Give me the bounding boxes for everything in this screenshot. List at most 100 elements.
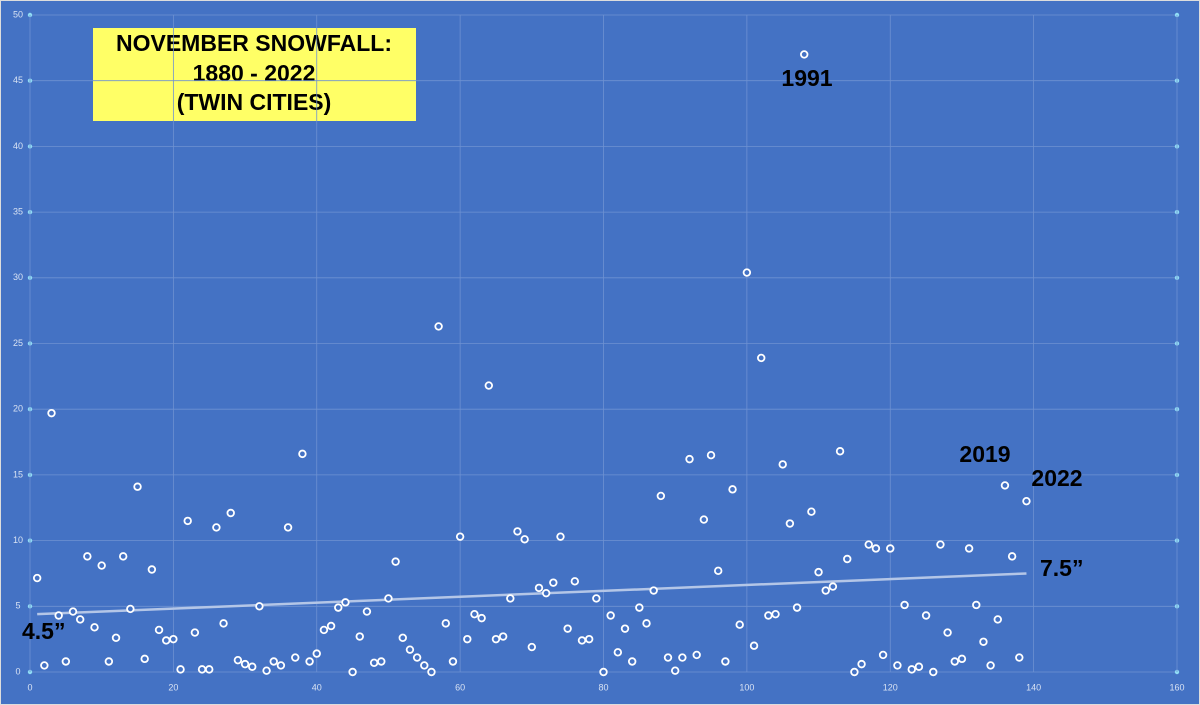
data-point — [384, 594, 393, 603]
data-point — [577, 636, 587, 645]
data-point — [957, 654, 967, 664]
data-point — [427, 667, 436, 677]
data-point — [412, 653, 422, 662]
data-point — [549, 578, 558, 587]
data-point — [470, 609, 479, 619]
chart-title: NOVEMBER SNOWFALL: — [116, 30, 392, 56]
x-tick-label: 0 — [27, 682, 32, 692]
data-point — [821, 586, 830, 595]
chart-title: 1880 - 2022 — [193, 60, 316, 86]
data-point — [627, 657, 637, 666]
data-point — [921, 611, 931, 620]
y-tick-label: 20 — [13, 404, 23, 414]
data-point — [649, 586, 658, 595]
data-point — [814, 567, 823, 577]
data-point — [111, 633, 121, 643]
data-point — [463, 634, 472, 644]
data-point — [248, 662, 257, 671]
data-point — [147, 565, 157, 574]
data-point — [520, 535, 529, 544]
annotation: 1991 — [781, 65, 832, 91]
data-point — [219, 619, 228, 628]
y-tick-label: 50 — [13, 9, 23, 19]
data-point — [276, 661, 286, 670]
data-point — [334, 603, 343, 612]
data-point — [1015, 653, 1024, 662]
y-tick-label: 25 — [13, 338, 23, 348]
data-point — [613, 648, 623, 657]
annotation: 4.5” — [22, 618, 65, 644]
data-point — [484, 381, 493, 390]
x-tick-label: 160 — [1169, 682, 1184, 692]
data-point — [1007, 552, 1017, 561]
data-point — [893, 661, 902, 670]
data-point — [857, 659, 866, 669]
data-point — [828, 582, 838, 591]
data-point — [563, 624, 572, 633]
data-point — [964, 544, 974, 553]
y-tick-label: 40 — [13, 141, 23, 151]
data-point — [434, 322, 443, 331]
data-point — [929, 667, 938, 677]
data-point — [61, 657, 71, 666]
data-point — [477, 613, 486, 623]
data-point — [240, 659, 250, 669]
x-tick-label: 140 — [1026, 682, 1041, 692]
data-point — [541, 588, 551, 598]
data-point — [362, 607, 372, 616]
x-tick-label: 60 — [455, 682, 465, 692]
data-point — [133, 482, 142, 491]
data-point — [262, 666, 271, 675]
data-point — [291, 653, 300, 662]
data-point — [685, 454, 694, 464]
annotation: 2019 — [959, 441, 1010, 467]
chart-title: (TWIN CITIES) — [177, 89, 332, 115]
x-tick-label: 20 — [168, 682, 178, 692]
data-point — [377, 657, 386, 666]
data-point — [943, 628, 952, 637]
data-point — [670, 666, 680, 675]
data-point — [606, 611, 615, 620]
data-point — [527, 642, 537, 652]
data-point — [441, 619, 450, 628]
data-point — [835, 447, 845, 456]
title-box — [93, 28, 416, 121]
data-point — [878, 650, 888, 660]
data-point — [871, 544, 881, 553]
x-tick-label: 40 — [312, 682, 322, 692]
data-point — [162, 636, 171, 645]
data-point — [599, 667, 608, 677]
y-tick-label: 35 — [13, 206, 23, 216]
data-point — [506, 594, 515, 603]
data-point — [785, 519, 795, 528]
data-point — [979, 637, 988, 646]
data-point — [584, 634, 594, 644]
data-point — [735, 620, 744, 629]
data-point — [886, 544, 895, 553]
data-point — [792, 603, 802, 612]
data-point — [570, 577, 580, 586]
trendline — [37, 572, 1027, 616]
data-point — [169, 634, 178, 644]
data-point — [369, 658, 379, 668]
data-point — [283, 523, 293, 532]
data-point — [513, 527, 522, 536]
x-tick-label: 120 — [883, 682, 898, 692]
data-point — [176, 665, 185, 674]
data-point — [843, 554, 852, 564]
data-point — [714, 566, 723, 576]
data-point — [154, 625, 164, 635]
data-point — [212, 523, 221, 532]
data-point — [936, 540, 945, 549]
data-point — [197, 665, 207, 674]
data-point — [226, 508, 235, 518]
data-point — [312, 649, 321, 658]
data-point — [255, 602, 264, 611]
data-point — [118, 552, 128, 561]
data-point — [398, 633, 407, 643]
data-point — [455, 532, 465, 541]
data-point — [771, 609, 780, 619]
data-point — [305, 657, 314, 666]
annotation: 2022 — [1031, 465, 1082, 491]
